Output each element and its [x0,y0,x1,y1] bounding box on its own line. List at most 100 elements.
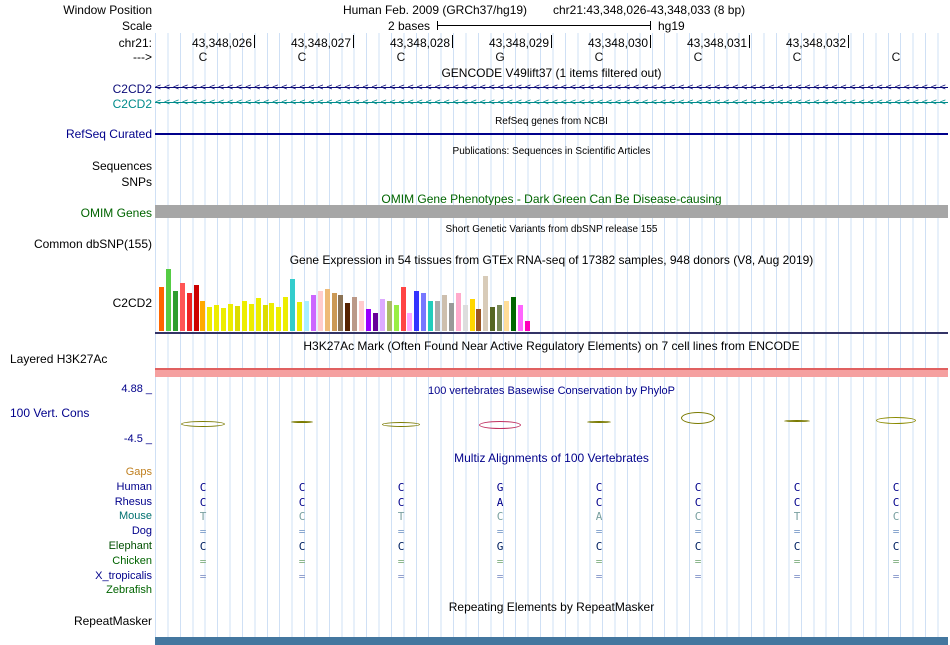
alignment-base: = [496,554,504,568]
gtex-expression-bar[interactable] [324,289,330,331]
species-label-elephant[interactable]: Elephant [108,540,152,552]
gtex-expression-bar[interactable] [234,306,240,331]
gtex-expression-bar[interactable] [352,297,358,331]
gtex-expression-bar[interactable] [359,301,365,331]
gtex-expression-bar[interactable] [248,304,254,331]
track-title-h3k27ac[interactable]: H3K27Ac Mark (Often Found Near Active Re… [303,339,800,353]
gene-label-c2cd2-2[interactable]: C2CD2 [112,97,152,111]
gtex-expression-bar[interactable] [276,307,282,331]
track-title-refseq[interactable]: RefSeq genes from NCBI [495,116,608,127]
track-label-phylop[interactable]: 100 Vert. Cons [10,406,90,420]
gtex-expression-bar[interactable] [310,295,316,331]
gtex-expression-bar[interactable] [455,293,461,331]
gtex-expression-bar[interactable] [193,285,199,331]
track-label-refseq-curated[interactable]: RefSeq Curated [65,127,152,141]
bottom-track-bar[interactable] [155,637,948,645]
gene-model-c2cd2-2[interactable]: <<<<<<<<<<<<<<<<<<<<<<<<<<<<<<<<<<<<<<<<… [155,97,948,108]
alignment-base: C [892,495,900,509]
gtex-expression-bar[interactable] [393,305,399,331]
track-title-gtex[interactable]: Gene Expression in 54 tissues from GTEx … [289,253,814,267]
track-label-sequences[interactable]: Sequences [91,159,152,173]
gtex-expression-bar[interactable] [303,301,309,331]
gtex-expression-bar[interactable] [524,321,530,331]
gene-model-c2cd2-1[interactable]: <<<<<<<<<<<<<<<<<<<<<<<<<<<<<<<<<<<<<<<<… [155,82,948,93]
gtex-expression-bar[interactable] [510,297,516,331]
gtex-expression-bar[interactable] [469,299,475,331]
track-label-gtex-gene[interactable]: C2CD2 [112,296,152,310]
species-label-zebrafish[interactable]: Zebrafish [106,584,152,597]
track-title-phylop[interactable]: 100 vertebrates Basewise Conservation by… [427,385,676,397]
coordinate-label: 43,348,026 [191,36,252,50]
gtex-expression-bar[interactable] [462,305,468,331]
gtex-expression-bar[interactable] [283,297,289,331]
gtex-expression-bar[interactable] [407,313,413,331]
gtex-expression-bar[interactable] [200,301,206,331]
track-title-multiz[interactable]: Multiz Alignments of 100 Vertebrates [454,451,649,465]
gtex-expression-bar[interactable] [517,305,523,331]
species-label-dog[interactable]: Dog [131,525,152,538]
alignment-base: C [694,540,702,553]
species-label-gaps[interactable]: Gaps [125,466,152,478]
gtex-expression-bar[interactable] [221,308,227,331]
refseq-gene-line[interactable] [155,133,948,135]
alignment-base: T [397,510,405,524]
track-label-repeatmasker[interactable]: RepeatMasker [73,614,152,628]
omim-gene-bar[interactable] [155,205,948,218]
track-title-publications[interactable]: Publications: Sequences in Scientific Ar… [452,146,651,157]
gtex-expression-bar[interactable] [255,298,261,331]
gtex-expression-bar[interactable] [366,309,371,331]
species-label-rhesus[interactable]: Rhesus [114,495,152,508]
gtex-expression-bar[interactable] [207,307,213,331]
gtex-expression-bar[interactable] [476,309,482,331]
gene-label-c2cd2-1[interactable]: C2CD2 [112,82,152,96]
gtex-expression-bar[interactable] [165,269,171,331]
gtex-expression-bar[interactable] [379,299,385,331]
species-label-chicken[interactable]: Chicken [112,554,152,567]
gtex-expression-bar[interactable] [400,287,406,331]
alignment-base: C [793,495,801,509]
h3k27ac-signal-bar[interactable] [155,368,948,377]
track-label-h3k27ac[interactable]: Layered H3K27Ac [10,352,108,366]
gtex-expression-bar[interactable] [345,303,351,331]
track-label-dbsnp[interactable]: Common dbSNP(155) [33,237,152,251]
gtex-expression-bar[interactable] [228,304,233,331]
gtex-expression-bar[interactable] [290,279,296,331]
gtex-expression-bar[interactable] [483,276,489,331]
species-label-x-tropicalis[interactable]: X_tropicalis [95,569,152,582]
species-label-mouse[interactable]: Mouse [118,510,152,523]
gtex-expression-bar[interactable] [448,303,454,331]
gtex-expression-bar[interactable] [414,291,420,331]
gtex-expression-bar[interactable] [504,301,509,331]
alignment-base: C [199,495,207,509]
gtex-expression-bar[interactable] [331,293,337,331]
gtex-expression-bar[interactable] [214,305,220,331]
gtex-expression-bar[interactable] [172,291,178,331]
gtex-expression-bar[interactable] [179,283,185,331]
species-label-human[interactable]: Human [116,480,152,493]
gtex-expression-bar[interactable] [421,293,427,331]
gtex-expression-bar[interactable] [372,313,378,331]
track-title-gencode[interactable]: GENCODE V49lift37 (1 items filtered out) [441,66,662,80]
alignment-base: = [397,569,405,583]
gtex-expression-bar[interactable] [269,303,275,331]
gtex-expression-bar[interactable] [159,287,164,331]
track-title-repeatmasker[interactable]: Repeating Elements by RepeatMasker [448,600,655,614]
gtex-expression-bar[interactable] [317,291,323,331]
gtex-expression-bar[interactable] [338,295,344,331]
gtex-expression-bar[interactable] [497,305,503,331]
gtex-expression-bar[interactable] [262,305,268,331]
track-title-dbsnp[interactable]: Short Genetic Variants from dbSNP releas… [445,224,658,235]
gtex-expression-bar[interactable] [428,301,434,331]
gtex-expression-bar[interactable] [297,302,302,331]
gtex-expression-bar[interactable] [441,295,447,331]
gtex-expression-bar[interactable] [490,307,496,331]
gtex-expression-bar[interactable] [386,301,392,331]
track-label-omim[interactable]: OMIM Genes [80,206,152,220]
gtex-expression-bar[interactable] [241,301,247,331]
gtex-expression-bar[interactable] [435,301,440,331]
alignment-base: = [298,554,306,568]
alignment-base: = [793,554,801,568]
track-label-snps[interactable]: SNPs [121,175,152,189]
gtex-expression-bar[interactable] [186,293,192,331]
track-title-omim[interactable]: OMIM Gene Phenotypes - Dark Green Can Be… [381,192,722,206]
